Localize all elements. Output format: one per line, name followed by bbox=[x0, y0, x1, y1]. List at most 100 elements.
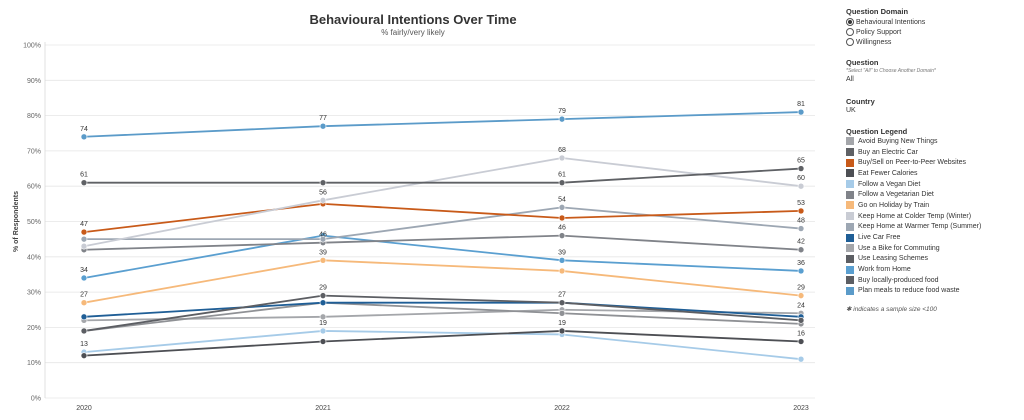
series-line bbox=[84, 206, 802, 241]
legend-item[interactable]: Work from Home bbox=[846, 264, 981, 275]
radio-empty-icon[interactable] bbox=[846, 28, 854, 36]
legend-item-label: Avoid Buying New Things bbox=[858, 137, 938, 145]
data-point bbox=[319, 197, 327, 204]
data-label: 29 bbox=[797, 285, 805, 292]
legend-item-label: Work from Home bbox=[858, 266, 911, 274]
question-domain-option[interactable]: Policy Support bbox=[846, 27, 925, 37]
data-label: 48 bbox=[797, 218, 805, 225]
legend-item[interactable]: Keep Home at Colder Temp (Winter) bbox=[846, 211, 981, 222]
data-label: 39 bbox=[558, 249, 566, 256]
legend-swatch bbox=[846, 148, 854, 157]
data-label: 68 bbox=[558, 147, 566, 154]
data-point bbox=[80, 228, 88, 236]
chart-title: Behavioural Intentions Over Time bbox=[309, 12, 517, 27]
data-point bbox=[319, 122, 327, 130]
data-point bbox=[80, 235, 88, 243]
data-label: 56 bbox=[319, 189, 327, 196]
data-point bbox=[558, 214, 566, 222]
series-line bbox=[83, 259, 802, 304]
y-axis-title: % of Respondents bbox=[13, 191, 20, 252]
data-point bbox=[319, 292, 327, 299]
y-tick-label: 50% bbox=[27, 219, 41, 226]
radio-selected-icon[interactable] bbox=[846, 18, 854, 26]
data-label: 19 bbox=[558, 320, 566, 327]
legend-item[interactable]: Eat Fewer Calories bbox=[846, 168, 981, 179]
data-point bbox=[319, 313, 327, 321]
y-tick-label: 30% bbox=[27, 290, 41, 297]
legend-swatch bbox=[846, 276, 854, 285]
data-point bbox=[558, 232, 566, 239]
data-point bbox=[797, 317, 805, 324]
legend-swatch bbox=[846, 190, 854, 199]
legend-item[interactable]: Buy/Sell on Peer-to-Peer Websites bbox=[846, 157, 981, 168]
y-tick-label: 80% bbox=[27, 113, 41, 120]
legend-item[interactable]: Avoid Buying New Things bbox=[846, 136, 981, 147]
data-point bbox=[797, 246, 805, 254]
legend-item[interactable]: Buy an Electric Car bbox=[846, 147, 981, 158]
label-layer: 74 77 79 81 61 61 65 56 68 60 47 53 54 48 46 46 42 34 39 36… bbox=[80, 101, 805, 348]
radio-empty-icon[interactable] bbox=[846, 38, 854, 46]
data-point bbox=[319, 338, 327, 345]
data-label: 60 bbox=[797, 175, 805, 182]
data-point bbox=[797, 165, 805, 172]
y-tick-label: 40% bbox=[27, 254, 41, 261]
axis-layer: 0% 10% 20% 30% 40% 50% 60% 70% 80% 90% 100% 2020 202… bbox=[13, 42, 809, 412]
legend-swatch bbox=[846, 244, 854, 253]
data-label: 61 bbox=[80, 172, 88, 179]
data-point bbox=[80, 327, 88, 335]
data-label: 19 bbox=[319, 320, 327, 327]
y-tick-label: 0% bbox=[31, 396, 41, 403]
legend-item-label: Eat Fewer Calories bbox=[858, 169, 918, 177]
data-point bbox=[797, 182, 805, 190]
legend-swatch bbox=[846, 158, 854, 167]
data-point bbox=[319, 179, 327, 186]
series-line bbox=[84, 167, 802, 184]
legend-item[interactable]: Follow a Vegetarian Diet bbox=[846, 189, 981, 200]
data-point bbox=[558, 204, 566, 211]
legend-item[interactable]: Live Car Free bbox=[846, 232, 981, 243]
data-point bbox=[80, 274, 88, 282]
legend-item-label: Keep Home at Colder Temp (Winter) bbox=[858, 212, 972, 220]
legend-item-label: Buy locally-produced food bbox=[858, 276, 939, 284]
legend-swatch bbox=[846, 286, 854, 295]
question-dropdown[interactable]: All bbox=[846, 76, 854, 83]
series-line bbox=[83, 330, 802, 361]
series-line bbox=[83, 294, 802, 332]
data-label: 65 bbox=[797, 158, 805, 165]
data-point bbox=[797, 355, 805, 363]
question-domain-option[interactable]: Willingness bbox=[846, 37, 925, 47]
legend-item-label: Plan meals to reduce food waste bbox=[858, 287, 960, 295]
legend-item[interactable]: Use Leasing Schemes bbox=[846, 254, 981, 265]
data-point bbox=[319, 299, 327, 306]
series-line bbox=[83, 301, 802, 318]
legend-swatch bbox=[846, 201, 854, 210]
series-line bbox=[83, 111, 802, 138]
y-tick-label: 70% bbox=[27, 148, 41, 155]
data-point bbox=[558, 257, 566, 264]
country-dropdown[interactable]: UK bbox=[846, 107, 856, 114]
data-point bbox=[80, 299, 88, 306]
data-label: 47 bbox=[80, 221, 88, 228]
y-tick-label: 100% bbox=[23, 43, 41, 50]
country-header: Country bbox=[846, 97, 875, 106]
question-domain-option[interactable]: Behavioural Intentions bbox=[846, 17, 925, 27]
data-point bbox=[797, 225, 805, 232]
legend-swatch bbox=[846, 233, 854, 242]
y-tick-label: 90% bbox=[27, 78, 41, 85]
legend-item[interactable]: Go on Holiday by Train bbox=[846, 200, 981, 211]
data-point bbox=[797, 338, 805, 345]
data-point bbox=[797, 292, 805, 299]
legend-item[interactable]: Follow a Vegan Diet bbox=[846, 179, 981, 190]
series-line bbox=[83, 301, 802, 332]
legend-item[interactable]: Plan meals to reduce food waste bbox=[846, 286, 981, 297]
data-label: 34 bbox=[80, 267, 88, 274]
x-tick-label: 2021 bbox=[315, 405, 331, 412]
legend-item-label: Use Leasing Schemes bbox=[858, 255, 929, 263]
legend-item[interactable]: Buy locally-produced food bbox=[846, 275, 981, 286]
data-point bbox=[319, 257, 327, 264]
legend-item[interactable]: Use a Bike for Commuting bbox=[846, 243, 981, 254]
question-hint: *Select "All" to Choose Another Domain* bbox=[846, 68, 936, 74]
data-label: 13 bbox=[80, 341, 88, 348]
legend-item[interactable]: Keep Home at Warmer Temp (Summer) bbox=[846, 222, 981, 233]
